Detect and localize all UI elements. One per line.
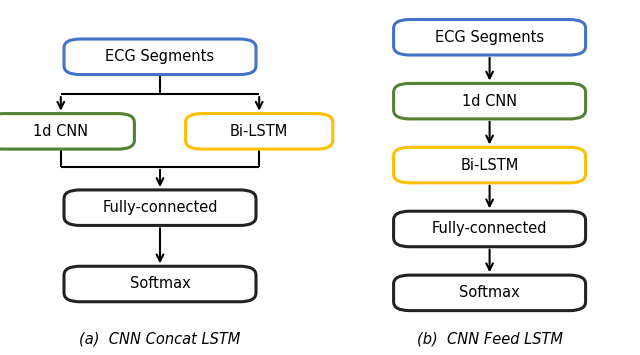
Text: Fully-connected: Fully-connected	[432, 222, 547, 236]
FancyBboxPatch shape	[186, 114, 333, 149]
Text: ECG Segments: ECG Segments	[106, 49, 214, 64]
FancyBboxPatch shape	[64, 266, 256, 302]
FancyBboxPatch shape	[394, 20, 586, 55]
Text: 1d CNN: 1d CNN	[462, 94, 517, 109]
Text: Bi-LSTM: Bi-LSTM	[460, 158, 519, 173]
Text: 1d CNN: 1d CNN	[33, 124, 88, 139]
FancyBboxPatch shape	[64, 39, 256, 75]
Text: (a)  CNN Concat LSTM: (a) CNN Concat LSTM	[79, 331, 241, 346]
FancyBboxPatch shape	[0, 114, 134, 149]
Text: Bi-LSTM: Bi-LSTM	[230, 124, 289, 139]
Text: Softmax: Softmax	[460, 285, 520, 300]
FancyBboxPatch shape	[394, 83, 586, 119]
Text: Fully-connected: Fully-connected	[102, 200, 218, 215]
Text: Softmax: Softmax	[130, 277, 190, 291]
FancyBboxPatch shape	[394, 211, 586, 247]
Text: ECG Segments: ECG Segments	[435, 30, 544, 45]
FancyBboxPatch shape	[394, 147, 586, 183]
Text: (b)  CNN Feed LSTM: (b) CNN Feed LSTM	[417, 331, 563, 346]
FancyBboxPatch shape	[64, 190, 256, 225]
FancyBboxPatch shape	[394, 275, 586, 311]
